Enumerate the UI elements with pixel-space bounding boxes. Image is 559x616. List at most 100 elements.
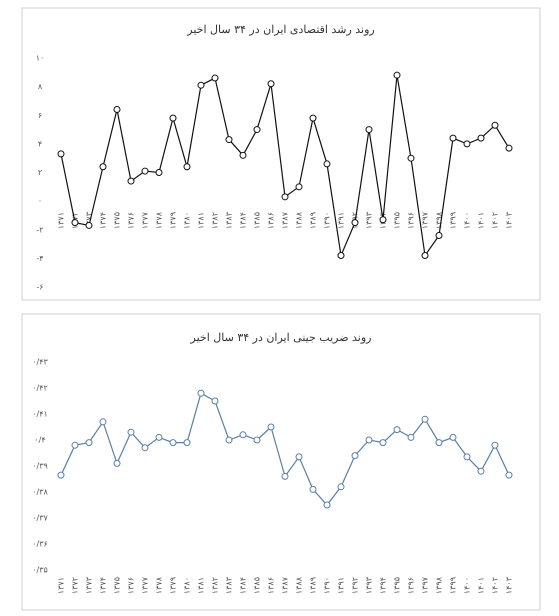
data-point: [225, 136, 233, 144]
x-tick-label: ۱۳۹۴: [379, 577, 388, 594]
x-tick-label: ۱۴۰۲: [491, 212, 500, 229]
y-tick-label: ۰/۳۸: [32, 488, 48, 497]
x-tick-label: ۱۴۰۰: [463, 577, 472, 594]
y-tick-label: -۶: [36, 283, 43, 292]
x-tick-label: ۱۳۷۶: [127, 577, 136, 594]
data-point: [463, 453, 471, 461]
data-point: [393, 426, 401, 434]
y-tick-label: ۰/۴۳: [32, 358, 48, 367]
data-point: [323, 160, 331, 168]
data-point: [71, 441, 79, 449]
data-point: [169, 439, 177, 447]
x-tick-label: ۱۳۷۳: [85, 211, 94, 229]
x-tick-label: ۱۳۸۳: [225, 576, 234, 594]
data-point: [183, 163, 191, 171]
data-point: [267, 423, 275, 431]
x-tick-label: ۱۳۷۹: [169, 212, 178, 229]
data-point: [365, 436, 373, 444]
x-tick-label: ۱۴۰۳: [505, 211, 514, 229]
data-point: [337, 483, 345, 491]
y-tick-label: ۶: [38, 111, 42, 120]
y-tick-label: ۰/۳۷: [32, 514, 48, 523]
y-tick-label: ۰/۳۹: [32, 462, 48, 471]
x-tick-label: ۱۳۸۶: [267, 212, 276, 229]
data-point: [253, 436, 261, 444]
data-point: [225, 436, 233, 444]
x-tick-label: ۱۳۷۲: [71, 577, 80, 594]
x-tick-label: ۱۳۹۳: [365, 576, 374, 594]
data-point: [239, 431, 247, 439]
data-point: [295, 183, 303, 191]
x-tick-label: ۱۳۷۱: [57, 212, 66, 229]
data-point: [505, 471, 513, 479]
y-tick-label: ۲: [38, 168, 42, 177]
data-point: [197, 81, 205, 89]
data-point: [407, 433, 415, 441]
x-tick-label: ۱۳۸۱: [197, 577, 206, 594]
x-tick-label: ۱۳۹۹: [449, 212, 458, 229]
data-point: [295, 453, 303, 461]
x-tick-label: ۱۳۹۵: [393, 577, 402, 594]
x-tick-label: ۱۳۷۷: [141, 211, 150, 229]
data-point: [141, 444, 149, 452]
x-tick-label: ۱۳۷۷: [141, 576, 150, 594]
data-point: [393, 71, 401, 79]
data-point: [365, 126, 373, 134]
chart-title: روند رشد اقتصادی ایران در ۳۴ سال اخیر: [186, 23, 374, 36]
data-point: [253, 126, 261, 134]
data-point: [99, 163, 107, 171]
x-tick-label: ۱۳۷۵: [113, 212, 122, 229]
x-tick-label: ۱۳۸۶: [267, 577, 276, 594]
data-point: [491, 121, 499, 129]
data-point: [351, 452, 359, 460]
data-point: [421, 415, 429, 423]
x-tick-label: ۱۴۰۱: [477, 577, 486, 594]
data-point: [113, 459, 121, 467]
chart-frame: [21, 7, 541, 301]
data-point: [71, 219, 79, 227]
y-tick-label: ۰/۴۲: [32, 384, 48, 393]
data-point: [379, 216, 387, 224]
data-point: [211, 74, 219, 82]
x-tick-label: ۱۳۷۱: [57, 577, 66, 594]
x-tick-label: ۱۳۸۴: [239, 212, 248, 229]
x-tick-label: ۱۳۹۱: [337, 212, 346, 229]
x-tick-label: ۱۳۸۸: [295, 211, 304, 229]
x-tick-label: ۱۳۷۴: [99, 577, 108, 594]
data-point: [169, 114, 177, 122]
x-tick-label: ۱۴۰۱: [477, 212, 486, 229]
data-point: [99, 418, 107, 426]
data-point: [449, 134, 457, 142]
data-point: [57, 471, 65, 479]
data-point: [477, 134, 485, 142]
x-tick-label: ۱۳۸۵: [253, 212, 262, 229]
y-tick-label: ۰/۳۶: [32, 540, 48, 549]
x-tick-label: ۱۳۹۸: [435, 211, 444, 229]
data-point: [309, 114, 317, 122]
data-point: [449, 433, 457, 441]
data-point: [379, 439, 387, 447]
data-point: [505, 144, 513, 152]
x-tick-label: ۱۳۸۷: [281, 576, 290, 594]
x-tick-label: ۱۳۷۶: [127, 212, 136, 229]
x-tick-label: ۱۳۷۸: [155, 576, 164, 594]
data-point: [407, 154, 415, 162]
data-point: [337, 252, 345, 260]
data-point: [127, 177, 135, 185]
data-point: [141, 167, 149, 175]
x-tick-label: ۱۳۸۳: [225, 211, 234, 229]
data-point: [421, 252, 429, 260]
data-point: [113, 106, 121, 114]
x-tick-label: ۱۴۰۲: [491, 577, 500, 594]
x-tick-label: ۱۳۹۳: [365, 211, 374, 229]
data-point: [267, 80, 275, 88]
data-point: [435, 231, 443, 239]
data-point: [323, 501, 331, 509]
x-tick-label: ۱۳۹۷: [421, 211, 430, 229]
x-tick-label: ۱۳۷۴: [99, 212, 108, 229]
y-tick-label: ۴: [38, 139, 42, 148]
data-point: [127, 428, 135, 436]
x-tick-label: ۱۳۸۰: [183, 212, 192, 229]
data-point: [57, 150, 65, 158]
